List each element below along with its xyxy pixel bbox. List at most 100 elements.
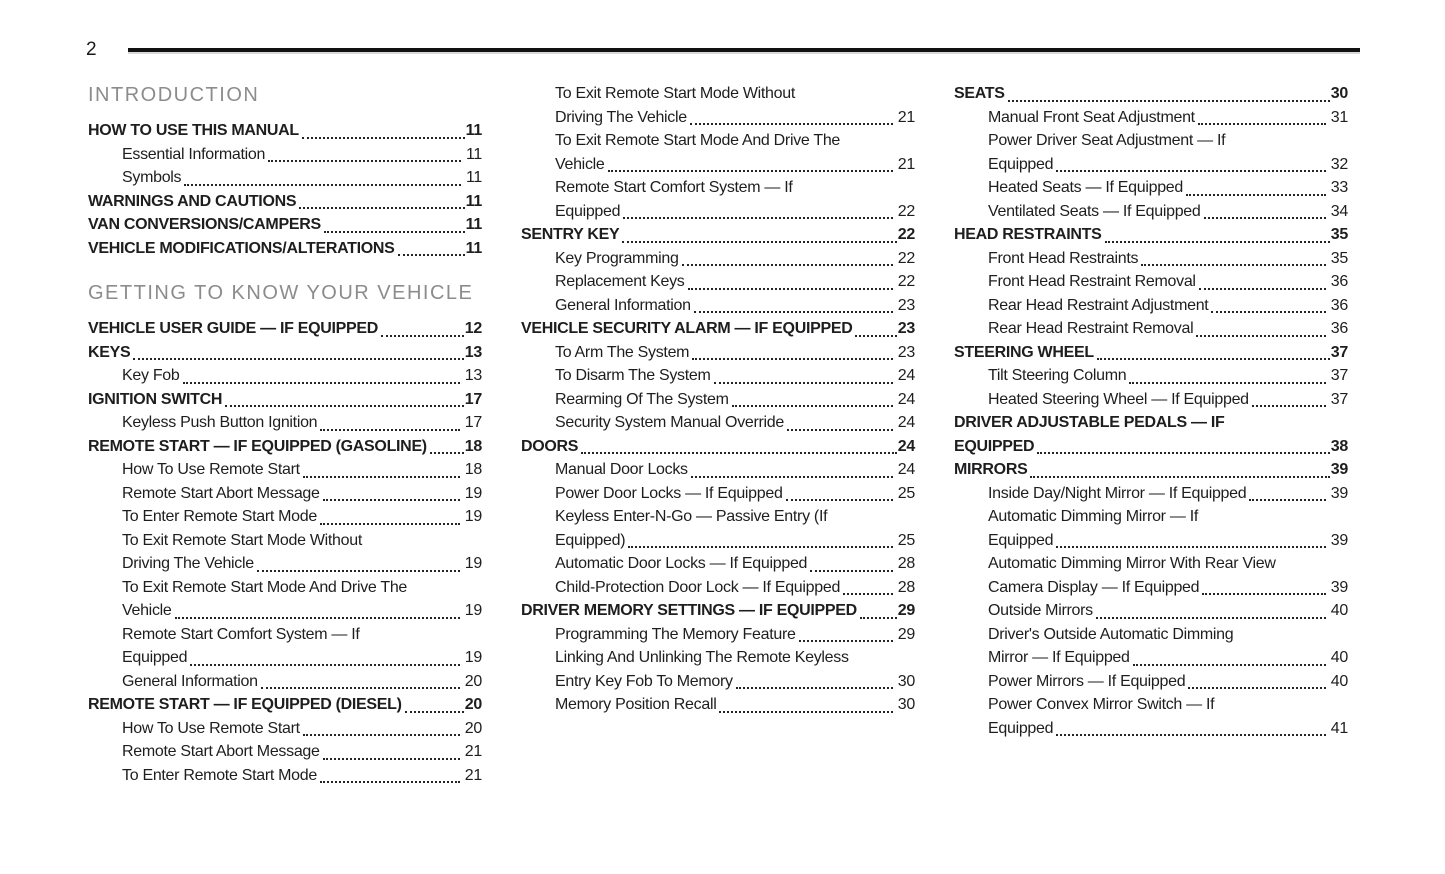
toc-entry-page: 19 [464, 484, 483, 502]
toc-entry-label: Equipped [988, 155, 1054, 173]
toc-entry-line: To Exit Remote Start Mode Without [555, 85, 795, 102]
toc-entry-line: Manual Front Seat Adjustment 31 [988, 106, 1348, 130]
toc-entry-label: KEYS [88, 343, 131, 361]
toc-entry-label: Vehicle [122, 602, 172, 619]
toc-entry-page: 19 [464, 649, 483, 666]
toc-entry: Heated Seats — If Equipped 33 [954, 176, 1348, 200]
toc-entry-label: Equipped [122, 649, 188, 666]
toc-entry: Automatic Dimming Mirror — If Equipped 39 [954, 505, 1348, 552]
toc-entry-page: 23 [897, 320, 916, 337]
toc-entry-page: 23 [897, 296, 916, 314]
toc-entry-line: Power Mirrors — If Equipped 40 [988, 670, 1348, 694]
toc-entry-line: Rearming Of The System 24 [555, 388, 915, 412]
toc-entry-line: Inside Day/Night Mirror — If Equipped 39 [988, 482, 1348, 506]
toc-entry-line: SEATS 30 [954, 82, 1348, 106]
toc-entry: Key Fob 13 [88, 364, 482, 388]
toc-entry-label: Driving The Vehicle [555, 108, 687, 126]
dot-leader [1104, 240, 1330, 243]
dot-leader [1198, 287, 1326, 290]
toc-entry: MIRRORS 39 [954, 458, 1348, 482]
toc-entry: REMOTE START — IF EQUIPPED (GASOLINE) 18 [88, 435, 482, 459]
toc-entry-label: DOORS [521, 437, 579, 455]
toc-entry-page: 11 [465, 239, 483, 257]
toc-entry-page: 20 [464, 719, 483, 737]
toc-entry-page: 18 [464, 437, 483, 455]
toc-entry-line: Equipped 22 [555, 200, 915, 224]
toc-entry: Essential Information 11 [88, 143, 482, 167]
dot-leader [302, 475, 460, 478]
toc-entry-line: REMOTE START — IF EQUIPPED (GASOLINE) 18 [88, 435, 482, 459]
dot-leader [256, 569, 460, 572]
toc-entry: Programming The Memory Feature 29 [521, 623, 915, 647]
toc-entry: Key Programming 22 [521, 247, 915, 271]
toc-entry: To Enter Remote Start Mode 19 [88, 505, 482, 529]
toc-entry-label: Vehicle [555, 155, 605, 173]
toc-entry-line: Power Door Locks — If Equipped 25 [555, 482, 915, 506]
dot-leader [1188, 687, 1326, 689]
toc-entry-page: 37 [1330, 367, 1349, 384]
toc-entry-line: Linking And Unlinking The Remote Keyless [555, 649, 849, 666]
toc-entry: Power Convex Mirror Switch — If Equipped 4… [954, 693, 1348, 740]
toc-entry-page: 19 [464, 508, 483, 525]
header-rule [127, 48, 1360, 52]
toc-entry-page: 12 [464, 320, 483, 337]
toc-entry-label: Manual Door Locks [555, 461, 688, 478]
toc-entry-line: Equipped 19 [122, 646, 482, 670]
dot-leader [323, 230, 465, 233]
toc-entry: Remote Start Comfort System — If Equipped… [521, 176, 915, 223]
dot-leader [1186, 193, 1326, 196]
toc-entry-label: REMOTE START — IF EQUIPPED (GASOLINE) [88, 437, 427, 455]
dot-leader [404, 710, 464, 713]
dot-leader [1202, 593, 1326, 595]
toc-entry-line: Automatic Dimming Mirror — If [988, 508, 1198, 525]
toc-entry: Rear Head Restraint Removal 36 [954, 317, 1348, 341]
toc-entry-line: How To Use Remote Start 18 [122, 458, 482, 482]
dot-leader [322, 757, 460, 760]
dot-leader [1007, 99, 1330, 102]
toc-entry-page: 17 [464, 414, 483, 431]
toc-entry-label: Mirror — If Equipped [988, 649, 1130, 666]
toc-entry-label: Camera Display — If Equipped [988, 578, 1200, 596]
toc-entry-page: 36 [1330, 320, 1349, 337]
toc-entry-label: Programming The Memory Feature [555, 625, 796, 643]
toc-entry-line: Front Head Restraints 35 [988, 247, 1348, 271]
toc-entry-line: Power Convex Mirror Switch — If [988, 696, 1215, 713]
toc-entry: Power Door Locks — If Equipped 25 [521, 482, 915, 506]
dot-leader [268, 160, 461, 162]
toc-entry: General Information 20 [88, 670, 482, 694]
toc-entry-line: Remote Start Abort Message 19 [122, 482, 482, 506]
dot-leader [1132, 663, 1326, 666]
toc-entry-line: Manual Door Locks 24 [555, 458, 915, 482]
toc-entry-page: 39 [1330, 461, 1349, 478]
dot-leader [787, 428, 893, 431]
toc-entry-line: General Information 20 [122, 670, 482, 694]
toc-entry-label: Rearming Of The System [555, 390, 729, 408]
toc-entry: VAN CONVERSIONS/CAMPERS 11 [88, 213, 482, 237]
toc-entry-line: Heated Seats — If Equipped 33 [988, 176, 1348, 200]
dot-leader [843, 593, 893, 595]
toc-entry: Front Head Restraint Removal 36 [954, 270, 1348, 294]
toc-entry-line: VEHICLE MODIFICATIONS/ALTERATIONS 11 [88, 237, 482, 261]
toc-entry-page: 22 [897, 226, 916, 243]
toc-entry-label: Inside Day/Night Mirror — If Equipped [988, 484, 1247, 502]
dot-leader [607, 170, 893, 172]
toc-entry-line: SENTRY KEY 22 [521, 223, 915, 247]
dot-leader [713, 381, 893, 384]
toc-entry-page: 36 [1330, 296, 1349, 314]
toc-entry-page: 37 [1330, 343, 1349, 361]
toc-entry: Child-Protection Door Lock — If Equipped… [521, 576, 915, 600]
toc-entry: DOORS 24 [521, 435, 915, 459]
toc-entry: STEERING WHEEL 37 [954, 341, 1348, 365]
toc-entry-label: Memory Position Recall [555, 696, 717, 713]
toc-entry-line: Driving The Vehicle 21 [555, 106, 915, 130]
toc-entry: IGNITION SWITCH 17 [88, 388, 482, 412]
toc-entry-page: 11 [465, 145, 482, 163]
toc-entry-line: Equipped 39 [988, 529, 1348, 553]
toc-entry: Automatic Dimming Mirror With Rear View C… [954, 552, 1348, 599]
toc-entry-page: 40 [1330, 649, 1349, 666]
toc-entry-line: Tilt Steering Column 37 [988, 364, 1348, 388]
dot-leader [302, 734, 460, 736]
toc-entry: Remote Start Abort Message 21 [88, 740, 482, 764]
toc-entry-line: DRIVER ADJUSTABLE PEDALS — IF [954, 414, 1225, 431]
toc-entry-line: Camera Display — If Equipped 39 [988, 576, 1348, 600]
